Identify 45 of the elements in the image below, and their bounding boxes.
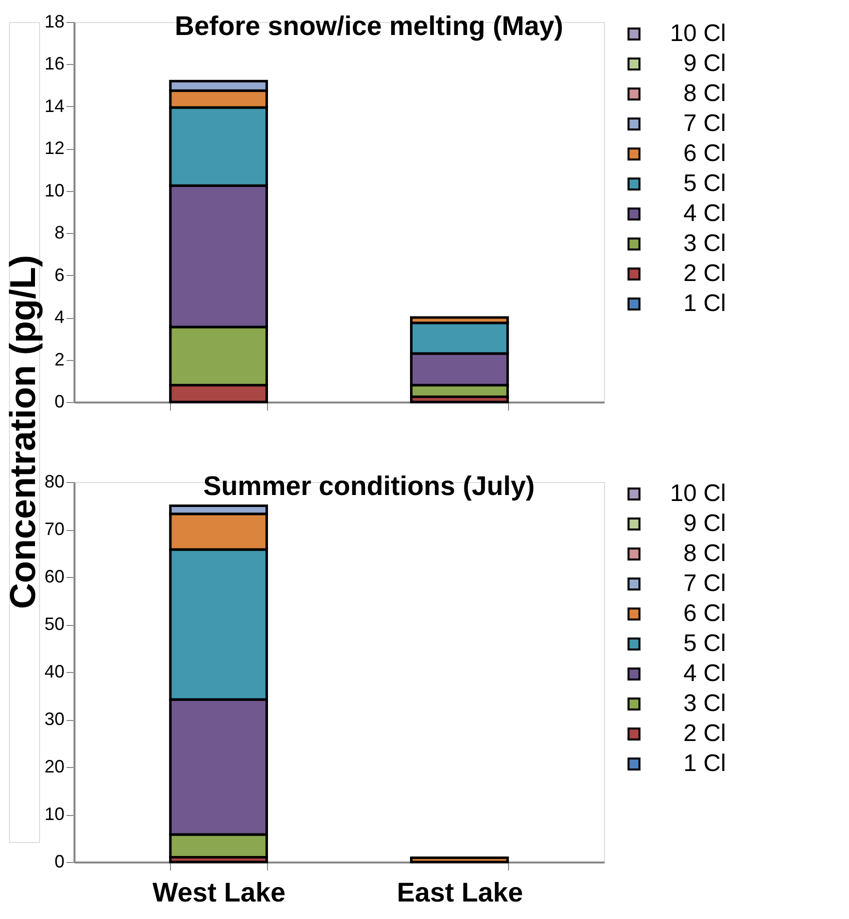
y-tick-label: 18 [44,12,64,32]
y-tick-label: 8 [54,222,64,243]
y-tick-label: 6 [54,264,64,285]
y-tick-label: 14 [44,96,64,116]
legend-label: 1 Cl [683,750,726,777]
legend-label: 2 Cl [683,720,726,747]
y-tick-label: 2 [54,349,64,370]
y-tick-label: 30 [44,709,64,729]
y-tick-label: 10 [44,804,64,824]
x-tick-label: East Lake [396,878,523,908]
y-tick-label: 60 [44,566,64,586]
legend-label: 6 Cl [683,140,726,167]
legend-label: 4 Cl [683,660,726,687]
legend-label: 7 Cl [683,110,726,137]
legend-label: 7 Cl [683,570,726,597]
legend-label: 8 Cl [683,80,726,107]
y-tick-label: 10 [44,180,64,200]
y-tick-label: 50 [44,614,64,634]
y-tick-label: 0 [54,392,64,412]
y-axis-title: Concentration (pg/L) [2,255,43,609]
legend-label: 8 Cl [683,540,726,567]
y-tick-label: 4 [54,307,64,328]
y-tick-label: 80 [44,472,64,492]
y-tick-label: 0 [54,852,64,872]
legend-label: 1 Cl [683,290,726,317]
y-tick-label: 16 [44,54,64,74]
bar [410,856,509,864]
legend-label: 6 Cl [683,600,726,627]
legend-label: 5 Cl [683,630,726,657]
legend-label: 5 Cl [683,170,726,197]
chart-title: Summer conditions (July) [203,471,535,501]
y-tick-label: 12 [44,138,64,158]
legend-label: 9 Cl [683,510,726,537]
x-tick-label: West Lake [152,878,286,908]
chart-title: Before snow/ice melting (May) [174,11,564,41]
legend-label: 3 Cl [683,230,726,257]
legend-label: 10 Cl [670,480,726,507]
legend-label: 2 Cl [683,260,726,287]
legend-label: 3 Cl [683,690,726,717]
legend-label: 4 Cl [683,200,726,227]
y-tick-label: 20 [44,756,64,776]
legend-label: 9 Cl [683,50,726,77]
y-tick-label: 70 [44,519,64,539]
legend-label: 10 Cl [670,20,726,47]
y-tick-label: 40 [44,662,64,682]
